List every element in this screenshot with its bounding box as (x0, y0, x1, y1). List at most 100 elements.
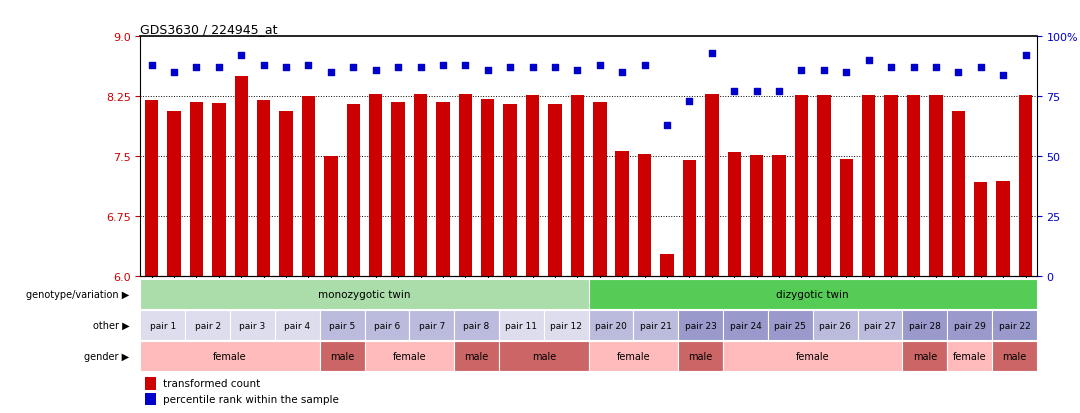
Point (501, 65, 518, 71)
Text: other ▶: other ▶ (93, 320, 130, 330)
Bar (589, 341, 678, 371)
Bar (436, 103, 449, 277)
Bar (724, 341, 903, 371)
Text: dizygotic twin: dizygotic twin (777, 289, 849, 299)
Text: pair 1: pair 1 (150, 321, 176, 330)
Bar (974, 183, 987, 277)
Point (322, 70, 339, 76)
Bar (929, 95, 943, 277)
Bar (543, 311, 589, 340)
Point (367, 67, 384, 74)
Bar (862, 95, 876, 277)
Bar (365, 341, 454, 371)
Text: pair 25: pair 25 (774, 321, 807, 330)
Bar (951, 112, 966, 277)
Bar (947, 341, 993, 371)
Bar (499, 311, 544, 340)
Text: pair 4: pair 4 (284, 321, 310, 330)
Text: pair 28: pair 28 (908, 321, 941, 330)
Text: pair 11: pair 11 (505, 321, 538, 330)
Point (972, 65, 989, 71)
Point (703, 51, 720, 57)
Bar (145, 393, 156, 406)
Text: pair 24: pair 24 (730, 321, 761, 330)
Bar (839, 159, 853, 277)
Bar (997, 182, 1010, 277)
Bar (768, 311, 813, 340)
Text: female: female (617, 351, 650, 361)
Point (457, 63, 474, 69)
Point (659, 123, 676, 129)
Bar (907, 95, 920, 277)
Bar (813, 311, 858, 340)
Text: percentile rank within the sample: percentile rank within the sample (163, 394, 339, 404)
Bar (616, 151, 629, 277)
Point (770, 89, 787, 95)
Bar (634, 311, 678, 340)
Text: pair 7: pair 7 (419, 321, 445, 330)
Point (569, 67, 586, 74)
Bar (320, 311, 365, 340)
Bar (570, 95, 584, 277)
Bar (678, 341, 724, 371)
Bar (499, 341, 589, 371)
Text: gender ▶: gender ▶ (84, 351, 130, 361)
Text: monozygotic twin: monozygotic twin (319, 289, 410, 299)
Text: transformed count: transformed count (163, 378, 260, 388)
Bar (140, 311, 186, 340)
Bar (414, 95, 428, 277)
Bar (660, 254, 674, 277)
Text: male: male (330, 351, 354, 361)
Bar (885, 95, 897, 277)
Point (188, 65, 205, 71)
Bar (230, 311, 274, 340)
Text: female: female (392, 351, 427, 361)
Bar (391, 103, 405, 277)
Bar (724, 311, 768, 340)
Point (815, 67, 833, 74)
Text: female: female (213, 351, 247, 361)
Text: pair 5: pair 5 (329, 321, 355, 330)
Bar (481, 100, 495, 277)
Bar (728, 153, 741, 277)
Bar (234, 77, 248, 277)
Text: female: female (953, 351, 986, 361)
Point (995, 72, 1012, 79)
Text: pair 23: pair 23 (685, 321, 717, 330)
Point (411, 65, 429, 71)
Bar (903, 311, 947, 340)
Bar (503, 105, 517, 277)
Text: pair 12: pair 12 (550, 321, 582, 330)
Bar (947, 311, 993, 340)
Point (165, 70, 183, 76)
Text: pair 22: pair 22 (999, 321, 1030, 330)
Point (255, 63, 272, 69)
Bar (455, 341, 499, 371)
Bar (705, 95, 718, 277)
Point (546, 65, 564, 71)
Bar (459, 95, 472, 277)
Text: pair 8: pair 8 (463, 321, 489, 330)
Text: male: male (464, 351, 488, 361)
Bar (589, 311, 634, 340)
Point (793, 67, 810, 74)
Bar (140, 341, 320, 371)
Bar (365, 311, 409, 340)
Bar (320, 341, 365, 371)
Point (143, 63, 160, 69)
Text: male: male (689, 351, 713, 361)
Bar (369, 95, 382, 277)
Bar (301, 97, 315, 277)
Bar (993, 311, 1037, 340)
Bar (526, 95, 539, 277)
Bar (683, 160, 697, 277)
Text: pair 20: pair 20 (595, 321, 627, 330)
Bar (212, 103, 226, 277)
Bar (903, 341, 947, 371)
Bar (1018, 95, 1032, 277)
Point (928, 65, 945, 71)
Bar (795, 95, 808, 277)
Point (480, 67, 497, 74)
Text: male: male (531, 351, 556, 361)
Bar (167, 112, 180, 277)
